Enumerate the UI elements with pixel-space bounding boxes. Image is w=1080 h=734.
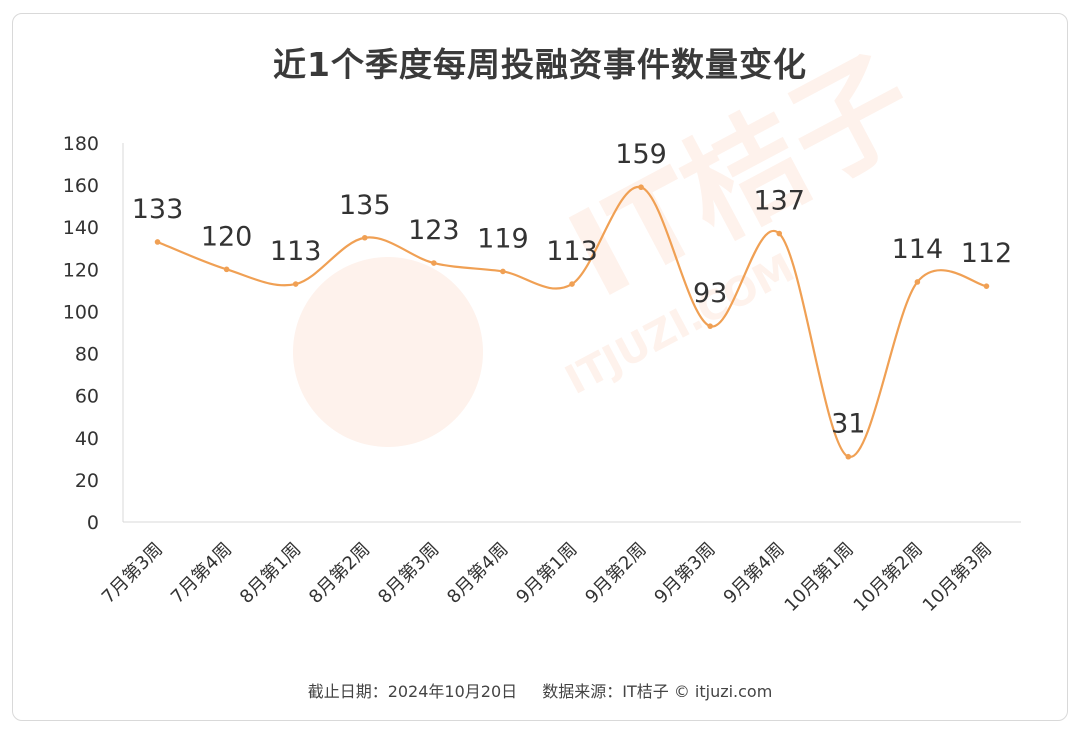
data-label: 133	[132, 194, 184, 225]
data-point	[569, 281, 575, 287]
y-axis-ticks: 0 20 40 60 80 100 120 140 160 180	[63, 133, 99, 534]
data-label: 119	[477, 223, 529, 254]
data-labels: 133 120 113 135 123 119 113 159 93 137 31 114 112	[132, 139, 1012, 440]
x-tick-label: 7月第3周	[98, 539, 167, 608]
footer: 截止日期：2024年10月20日 数据来源：IT桔子 © itjuzi.com	[0, 678, 1080, 702]
y-tick-label: 40	[75, 428, 99, 450]
y-tick-label: 180	[63, 133, 99, 155]
data-label: 159	[615, 139, 667, 170]
data-label: 113	[270, 236, 322, 267]
data-point	[431, 260, 437, 266]
x-tick-label: 8月第2周	[305, 539, 374, 608]
data-point	[638, 184, 644, 191]
y-tick-label: 100	[63, 301, 99, 323]
data-label: 120	[201, 221, 253, 252]
data-label: 113	[546, 236, 598, 267]
footer-source: 数据来源：IT桔子 © itjuzi.com	[542, 682, 773, 701]
footer-date: 截止日期：2024年10月20日	[307, 682, 518, 701]
y-tick-label: 0	[87, 512, 99, 534]
watermark-orange-logo	[293, 257, 483, 447]
data-point	[154, 239, 161, 245]
data-label: 135	[339, 190, 391, 221]
x-tick-label: 7月第4周	[167, 539, 236, 608]
y-tick-label: 60	[75, 386, 99, 408]
y-tick-label: 20	[75, 470, 99, 492]
x-tick-label: 9月第1周	[512, 539, 581, 608]
data-points	[154, 184, 990, 460]
data-point	[223, 266, 230, 273]
data-point	[500, 268, 506, 275]
data-label: 93	[693, 278, 727, 309]
data-label: 123	[408, 215, 460, 246]
y-tick-label: 120	[63, 259, 99, 281]
chart-title: 近1个季度每周投融资事件数量变化	[273, 45, 807, 84]
data-label: 114	[892, 234, 944, 265]
y-tick-label: 140	[63, 217, 99, 239]
data-label: 112	[961, 238, 1013, 269]
y-tick-label: 80	[75, 344, 99, 366]
data-point	[707, 323, 713, 329]
data-point	[914, 279, 921, 285]
data-point	[361, 234, 368, 241]
x-tick-label: 9月第4周	[720, 539, 789, 608]
data-label: 137	[753, 186, 805, 217]
x-tick-label: 8月第4周	[443, 539, 512, 608]
axes	[122, 143, 1021, 523]
x-tick-label: 8月第1周	[236, 539, 305, 608]
x-tick-label: 10月第1周	[781, 539, 858, 616]
y-tick-label: 160	[63, 175, 99, 197]
x-tick-label: 9月第3周	[650, 539, 719, 608]
data-point	[292, 281, 299, 287]
x-tick-label: 10月第2周	[850, 539, 927, 616]
chart-card	[12, 13, 1068, 721]
x-tick-label: 8月第3周	[374, 539, 443, 608]
data-label: 31	[831, 409, 865, 440]
x-tick-label: 9月第2周	[581, 539, 650, 608]
series-line	[157, 186, 987, 458]
data-point	[776, 230, 783, 237]
data-point	[983, 283, 990, 289]
x-axis-ticks: 7月第3周 7月第4周 8月第1周 8月第2周 8月第3周 8月第4周 9月第1周 9月第2周…	[98, 539, 996, 616]
x-tick-label: 10月第3周	[919, 539, 996, 616]
data-point	[845, 453, 852, 460]
watermark: IT桔子 ITJUZI.COM	[293, 31, 937, 447]
